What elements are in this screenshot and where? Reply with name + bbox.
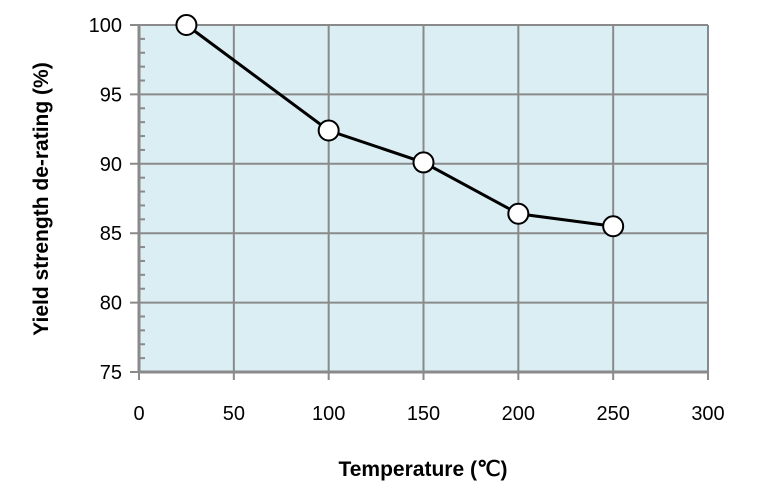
y-tick-label: 85 xyxy=(100,223,122,245)
y-tick-label: 75 xyxy=(100,362,122,384)
data-markers xyxy=(175,14,625,238)
x-axis-label: Temperature (℃) xyxy=(338,458,507,481)
x-tick-label: 0 xyxy=(133,403,144,425)
x-tick-label: 100 xyxy=(312,403,345,425)
data-point xyxy=(412,151,435,174)
data-point xyxy=(175,14,198,36)
tick-labels: 75 80 85 90 95 100 0 50 100 150 200 250 300 xyxy=(89,15,725,425)
x-tick-label: 200 xyxy=(502,403,535,425)
data-point xyxy=(507,202,530,225)
gridlines xyxy=(130,24,709,380)
data-point xyxy=(317,119,340,142)
x-tick-label: 250 xyxy=(596,403,629,425)
data-point xyxy=(602,215,625,238)
x-tick-label: 150 xyxy=(407,403,440,425)
y-tick-label: 100 xyxy=(89,15,122,37)
y-tick-label: 95 xyxy=(100,84,122,106)
y-tick-label: 90 xyxy=(100,154,122,176)
y-tick-label: 80 xyxy=(100,293,122,315)
y-axis-label: Yield strength de-rating (%) xyxy=(30,62,53,335)
axes xyxy=(137,25,708,374)
x-tick-label: 300 xyxy=(691,403,724,425)
x-tick-label: 50 xyxy=(223,403,245,425)
